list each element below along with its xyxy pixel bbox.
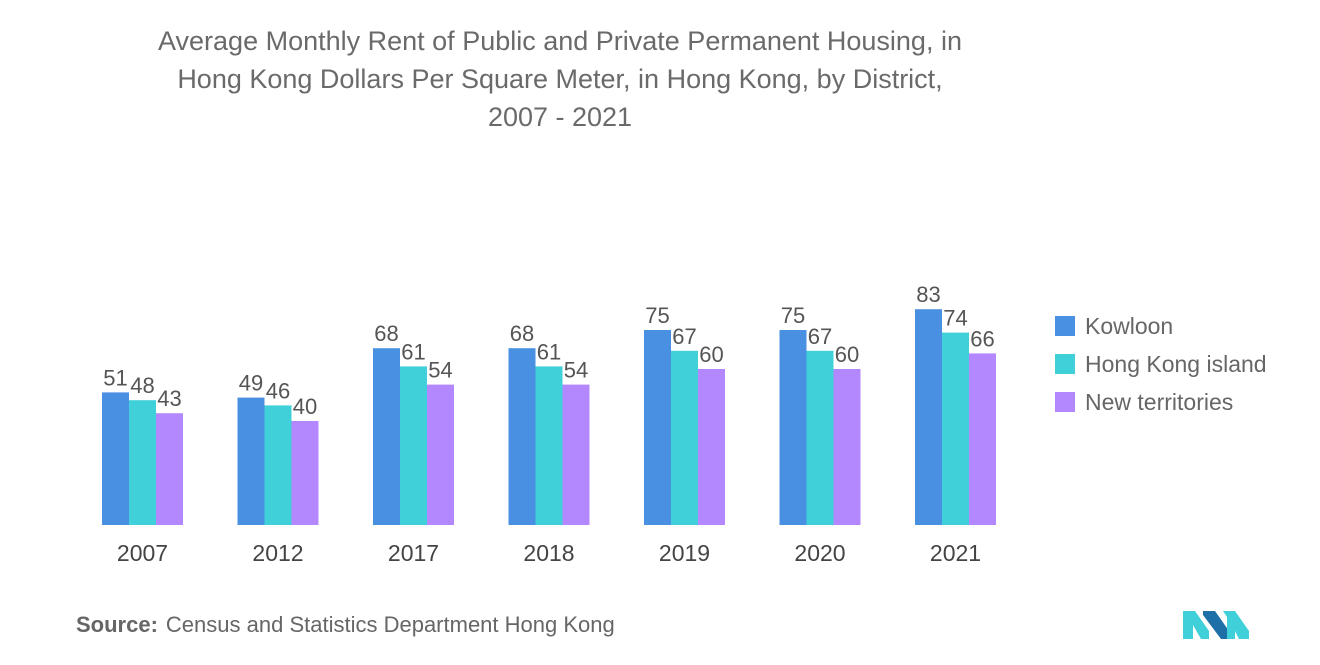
chart-legend: Kowloon Hong Kong island New territories: [1055, 307, 1267, 421]
data-label-2019-hong-kong-island: 67: [672, 324, 696, 349]
bar-2019-hong-kong-island: [671, 350, 698, 525]
legend-swatch-hong-kong-island: [1055, 354, 1075, 374]
bar-2018-hong-kong-island: [535, 366, 563, 525]
x-tick-label-2021: 2021: [930, 540, 981, 566]
bar-2017-new-territories: [427, 384, 454, 525]
bar-2017-hong-kong-island: [400, 366, 427, 525]
data-label-2020-kowloon: 75: [781, 303, 805, 328]
bar-2021-kowloon: [915, 309, 942, 525]
x-tick-label-2007: 2007: [117, 540, 168, 566]
bar-2007-hong-kong-island: [129, 400, 156, 525]
data-label-2018-kowloon: 68: [510, 321, 534, 346]
legend-swatch-new-territories: [1055, 392, 1075, 412]
legend-label-new-territories: New territories: [1085, 388, 1234, 415]
data-label-2021-new-territories: 66: [970, 326, 994, 351]
bar-2020-hong-kong-island: [806, 350, 834, 525]
data-label-2017-new-territories: 54: [428, 358, 452, 383]
bar-2012-new-territories: [291, 421, 319, 525]
x-tick-label-2017: 2017: [388, 540, 439, 566]
legend-label-kowloon: Kowloon: [1085, 312, 1174, 339]
bar-2007-new-territories: [156, 413, 183, 525]
data-label-2007-new-territories: 43: [157, 386, 181, 411]
data-label-2018-hong-kong-island: 61: [537, 339, 561, 364]
chart-title: Average Monthly Rent of Public and Priva…: [40, 22, 1080, 136]
bar-2019-new-territories: [698, 369, 725, 525]
data-label-2007-hong-kong-island: 48: [130, 373, 154, 398]
data-label-2021-kowloon: 83: [916, 282, 940, 307]
source-text: Census and Statistics Department Hong Ko…: [165, 612, 615, 637]
data-label-2017-hong-kong-island: 61: [401, 339, 425, 364]
data-label-2020-new-territories: 60: [835, 342, 859, 367]
bar-2021-new-territories: [969, 353, 996, 525]
source-note: Source: Census and Statistics Department …: [76, 612, 615, 638]
x-tick-label-2018: 2018: [523, 540, 574, 566]
x-tick-label-2019: 2019: [659, 540, 710, 566]
legend-label-hong-kong-island: Hong Kong island: [1085, 350, 1267, 377]
data-label-2019-new-territories: 60: [699, 342, 723, 367]
chart-title-line-2: Hong Kong Dollars Per Square Meter, in H…: [177, 64, 943, 94]
source-label: Source:: [76, 612, 158, 637]
data-label-2007-kowloon: 51: [103, 365, 127, 390]
bar-2018-new-territories: [562, 384, 590, 525]
bar-2019-kowloon: [644, 330, 671, 525]
legend-item-new-territories: New territories: [1055, 383, 1267, 421]
data-label-2019-kowloon: 75: [645, 303, 669, 328]
data-label-2018-new-territories: 54: [564, 358, 588, 383]
data-label-2021-hong-kong-island: 74: [943, 306, 967, 331]
bar-2020-new-territories: [833, 369, 861, 525]
x-tick-label-2012: 2012: [252, 540, 303, 566]
data-label-2012-hong-kong-island: 46: [266, 378, 290, 403]
legend-item-kowloon: Kowloon: [1055, 307, 1267, 345]
bar-2018-kowloon: [508, 348, 536, 525]
data-label-2012-kowloon: 49: [239, 371, 263, 396]
bar-2007-kowloon: [102, 392, 129, 525]
data-label-2012-new-territories: 40: [293, 394, 317, 419]
bar-2012-kowloon: [237, 397, 265, 525]
bar-2021-hong-kong-island: [942, 332, 969, 525]
bar-2020-kowloon: [779, 330, 807, 525]
legend-swatch-kowloon: [1055, 316, 1075, 336]
chart-title-line-1: Average Monthly Rent of Public and Priva…: [158, 26, 962, 56]
data-label-2017-kowloon: 68: [374, 321, 398, 346]
legend-item-hong-kong-island: Hong Kong island: [1055, 345, 1267, 383]
mordor-logo-icon: [1183, 611, 1249, 639]
bar-2012-hong-kong-island: [264, 405, 292, 525]
bar-2017-kowloon: [373, 348, 400, 525]
data-label-2020-hong-kong-island: 67: [808, 324, 832, 349]
x-tick-label-2020: 2020: [794, 540, 845, 566]
chart-title-line-3: 2007 - 2021: [487, 102, 633, 132]
